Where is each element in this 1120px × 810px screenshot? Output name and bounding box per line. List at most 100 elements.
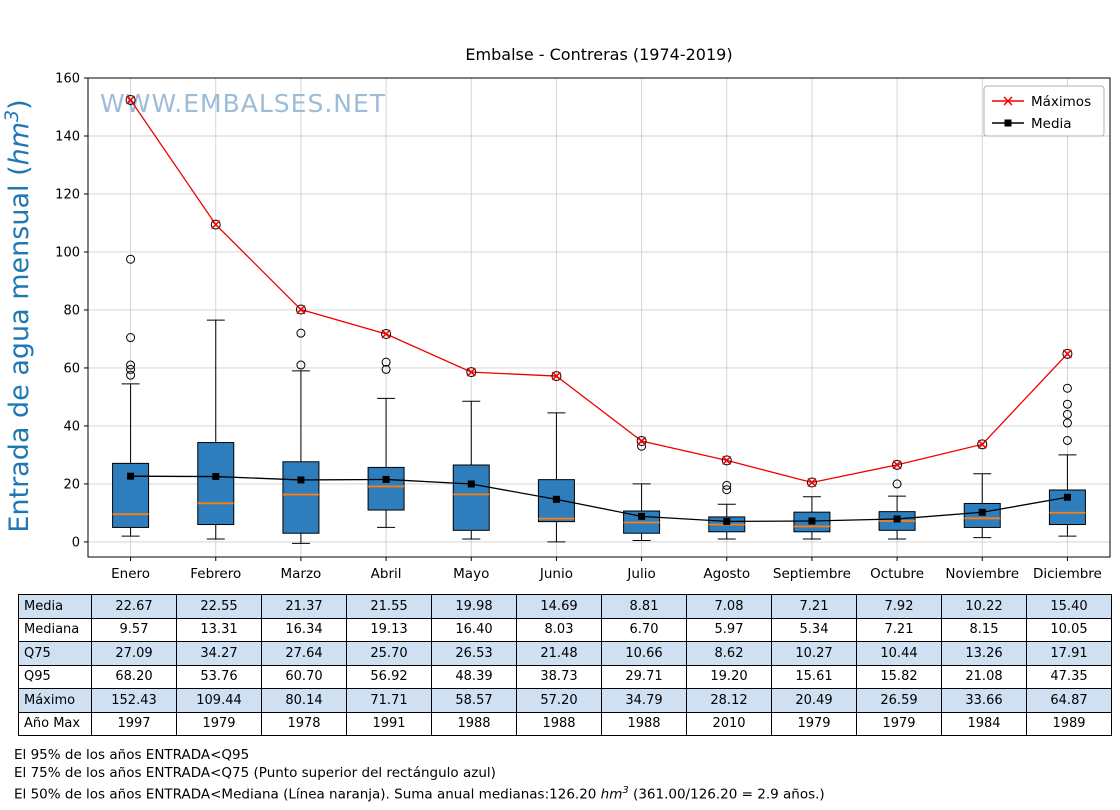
row-label: Media: [18, 594, 92, 619]
max-outlier-circle: [210, 219, 221, 230]
media-square-marker: [552, 495, 560, 503]
x-tick-label: Septiembre: [773, 566, 851, 582]
max-x-marker: [126, 95, 136, 105]
x-tick-label: Diciembre: [1033, 566, 1102, 582]
media-line: [130, 475, 1068, 523]
outlier: [126, 333, 136, 343]
table-cell: 20.49: [771, 688, 857, 713]
footnote-median-suffix: (361.00/126.20 = 2.9 años.): [628, 786, 825, 803]
table-row: Media 22.67 22.55 21.37 21.55 19.98 14.69 8.81 7…: [18, 594, 1112, 619]
table-row: Máximo 152.43 109.44 80.14 71.71 58.57 57.20 34…: [18, 688, 1112, 713]
table-cell: 2010: [686, 711, 772, 736]
table-cell: 60.70: [261, 664, 347, 689]
table-cell: 1988: [601, 711, 687, 736]
max-x-marker: [1062, 349, 1072, 359]
media-square-marker: [978, 508, 986, 516]
table-cell: 80.14: [261, 688, 347, 713]
table-cell: 21.55: [346, 594, 432, 619]
table-cell: 22.67: [91, 594, 177, 619]
table-cell: 68.20: [91, 664, 177, 689]
media-square-marker: [1063, 493, 1071, 501]
table-cell: 10.22: [941, 594, 1027, 619]
table-cell: 58.57: [431, 688, 517, 713]
table-cell: 10.66: [601, 641, 687, 666]
y-axis-label: Entrada de agua mensual (hm3): [1, 99, 35, 532]
table-row: Q75 27.09 34.27 27.64 25.70 26.53 21.48 10.66 8.…: [18, 641, 1112, 666]
table-cell: 53.76: [176, 664, 262, 689]
table-cell: 26.59: [856, 688, 942, 713]
media-square-marker: [638, 512, 646, 520]
table-cell: 1991: [346, 711, 432, 736]
box: [367, 466, 405, 511]
table-cell: 13.26: [941, 641, 1027, 666]
table-cell: 8.62: [686, 641, 772, 666]
table-cell: 26.53: [431, 641, 517, 666]
table-cell: 25.70: [346, 641, 432, 666]
table-cell: 16.34: [261, 617, 347, 642]
y-tick-label: 120: [55, 187, 80, 202]
y-tick-label: 60: [63, 361, 80, 376]
table-cell: 15.82: [856, 664, 942, 689]
table-cell: 29.71: [601, 664, 687, 689]
table-cell: 6.70: [601, 617, 687, 642]
table-cell: 48.39: [431, 664, 517, 689]
max-x-marker: [637, 436, 647, 446]
y-tick-label: 140: [55, 129, 80, 144]
max-outlier-circle: [806, 477, 817, 488]
legend-maximos-x-marker: [1003, 96, 1013, 106]
table-cell: 5.97: [686, 617, 772, 642]
media-square-marker: [382, 475, 390, 483]
table-cell: 14.69: [516, 594, 602, 619]
table-cell: 152.43: [91, 688, 177, 713]
table-cell: 7.21: [771, 594, 857, 619]
max-x-marker: [381, 329, 391, 339]
table-row: Mediana 9.57 13.31 16.34 19.13 16.40 8.03 6.70 5…: [18, 617, 1112, 642]
row-label: Máximo: [18, 688, 92, 713]
table-cell: 1978: [261, 711, 347, 736]
table-cell: 7.21: [856, 617, 942, 642]
plot-area: [88, 78, 1110, 557]
outlier: [1062, 435, 1072, 445]
table-cell: 9.57: [91, 617, 177, 642]
table-cell: 16.40: [431, 617, 517, 642]
box: [282, 461, 320, 534]
table-cell: 57.20: [516, 688, 602, 713]
max-outlier-circle: [381, 328, 392, 339]
stats-table: Media 22.67 22.55 21.37 21.55 19.98 14.69 8.81 7…: [18, 594, 1112, 736]
table-cell: 1989: [1026, 711, 1112, 736]
table-cell: 21.08: [941, 664, 1027, 689]
table-cell: 27.09: [91, 641, 177, 666]
table-cell: 1979: [856, 711, 942, 736]
max-outlier-circle: [636, 436, 647, 447]
footnote-median-text: El 50% de los años ENTRADA<Mediana (Líne…: [14, 786, 601, 803]
legend-media-label: Media: [1031, 116, 1072, 132]
table-cell: 17.91: [1026, 641, 1112, 666]
table-cell: 8.03: [516, 617, 602, 642]
outlier: [381, 364, 391, 374]
table-cell: 8.81: [601, 594, 687, 619]
table-cell: 27.64: [261, 641, 347, 666]
legend-media-square-marker: [1004, 119, 1012, 127]
outlier: [126, 254, 136, 264]
max-x-marker: [551, 371, 561, 381]
media-square-marker: [467, 480, 475, 488]
legend-maximos-label: Máximos: [1031, 94, 1091, 110]
table-cell: 47.35: [1026, 664, 1112, 689]
max-x-marker: [977, 439, 987, 449]
table-cell: 34.27: [176, 641, 262, 666]
max-x-marker: [296, 305, 306, 315]
y-tick-label: 160: [55, 72, 80, 87]
table-cell: 1988: [516, 711, 602, 736]
table-cell: 56.92: [346, 664, 432, 689]
x-tick-label: Junio: [539, 566, 573, 582]
footnotes: El 95% de los años ENTRADA<Q95 El 75% de…: [14, 747, 825, 804]
max-outlier-circle: [977, 439, 988, 450]
max-x-marker: [807, 477, 817, 488]
y-tick-label: 0: [72, 535, 80, 550]
table-cell: 19.20: [686, 664, 772, 689]
media-square-marker: [723, 517, 731, 525]
table-cell: 5.34: [771, 617, 857, 642]
outlier: [722, 485, 732, 495]
y-tick-label: 100: [55, 245, 80, 260]
